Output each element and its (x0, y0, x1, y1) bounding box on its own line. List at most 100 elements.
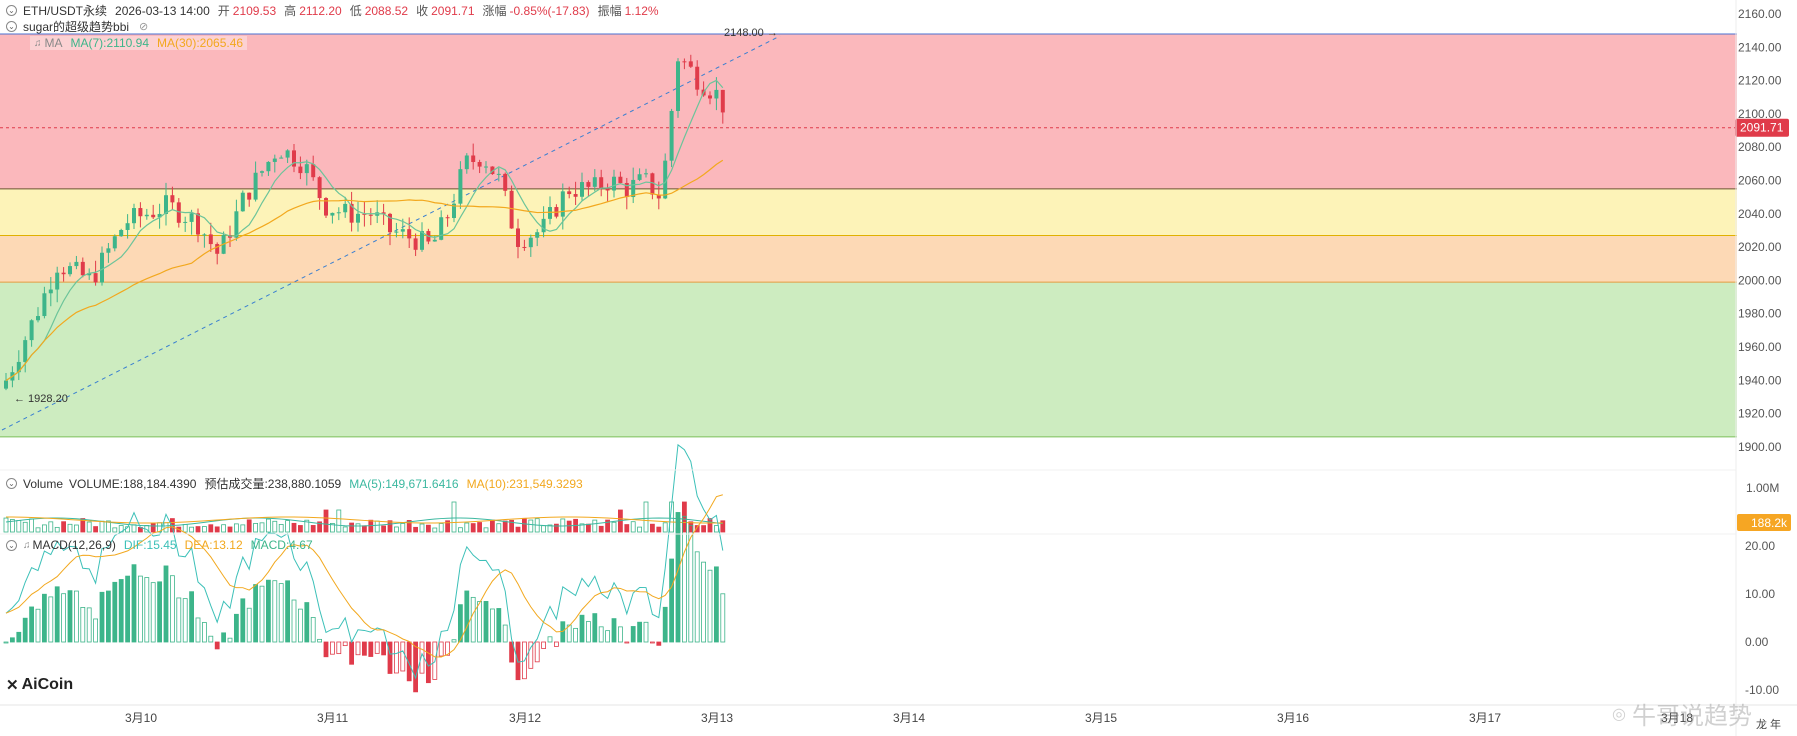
volume-bar (272, 520, 278, 533)
time-axis-tick: 3月17 (1469, 711, 1501, 725)
candle-body (42, 293, 47, 317)
ma30-value: MA(30):2065.46 (157, 36, 244, 50)
volume-forecast: 预估成交量:238,880.1059 (204, 477, 342, 491)
macd-bar (9, 637, 15, 643)
collapse-toggle-icon[interactable]: ⌄ (6, 539, 17, 551)
volume-bar (682, 501, 687, 533)
macd-bar (630, 626, 636, 643)
macd-bar (579, 614, 585, 643)
volume-bar (35, 527, 41, 533)
price-axis-tick: 2140.00 (1738, 40, 1782, 54)
candle-body (132, 208, 136, 224)
time-axis-tick: 3月18 (1661, 711, 1693, 725)
candle-body (196, 213, 200, 235)
bell-icon[interactable]: ♫ (23, 539, 31, 551)
candle-body (343, 203, 348, 213)
collapse-toggle-icon[interactable]: ⌄ (6, 21, 17, 32)
macd-bar (265, 579, 271, 643)
volume-bar (541, 525, 546, 533)
volume-bar (720, 520, 726, 533)
macd-bar (554, 641, 559, 647)
candle-body (119, 229, 124, 237)
price-zone-2 (0, 235, 1737, 283)
volume-bar (630, 521, 636, 533)
eye-hidden-icon[interactable]: ⊘ (139, 21, 149, 33)
volume-bar (9, 519, 15, 533)
macd-bar (329, 641, 335, 655)
macd-bar (278, 583, 284, 643)
volume-bar (522, 517, 527, 533)
volume-bar (189, 526, 195, 533)
macd-bar (413, 641, 419, 693)
volume-ma5-line (5, 517, 723, 527)
volume-label: Volume (23, 476, 64, 491)
volume-bar (355, 523, 361, 533)
macd-bar (227, 637, 233, 643)
candle-body (215, 244, 220, 254)
candle-body (157, 213, 162, 218)
time-axis-tick: 3月14 (893, 711, 925, 725)
volume-bar (361, 525, 367, 533)
candle-body (413, 238, 418, 250)
macd-bar (374, 641, 380, 654)
candle-body (624, 182, 629, 198)
macd-bar (662, 606, 668, 643)
macd-bar (566, 624, 572, 643)
volume-bar (688, 521, 694, 533)
macd-dif-line (5, 443, 724, 680)
open-value: 2109.53 (232, 3, 277, 18)
volume-bar (464, 522, 470, 533)
candle-body (304, 164, 309, 174)
volume-bars (3, 501, 726, 533)
macd-dea: DEA:13.12 (184, 538, 243, 552)
indicator-ma-row[interactable]: ♫ MA MA(7):2110.94 MA(30):2065.46 (30, 36, 248, 50)
candle-body (272, 158, 277, 162)
volume-bar (106, 520, 111, 533)
macd-dea-line (5, 494, 723, 658)
candle-body (330, 212, 335, 216)
volume-bar (470, 523, 476, 533)
volume-bar (208, 524, 214, 533)
candle-body (234, 211, 239, 238)
candle-body (420, 231, 424, 250)
volume-bar (637, 526, 642, 533)
macd-bar (451, 639, 457, 643)
macd-bar (393, 641, 399, 674)
volume-bar (16, 520, 22, 533)
macd-bar (93, 618, 98, 643)
macd-bar (445, 641, 451, 656)
macd-bar (208, 635, 214, 643)
candle-body (599, 177, 604, 189)
aicoin-logo: ✕ AiCoin (6, 676, 73, 694)
candle-body (253, 172, 258, 200)
watermark: ◎ 牛哥说趋势 (1612, 696, 1752, 731)
candle-body (477, 161, 482, 167)
volume-bar (67, 523, 73, 533)
volume-bar (310, 525, 316, 533)
annotated-low-label: ← 1928.20 (14, 393, 68, 405)
candle-body (682, 61, 687, 63)
volume-bar (304, 519, 310, 533)
macd-axis-tick: -10.00 (1745, 683, 1779, 697)
volume-bar (61, 521, 66, 533)
volume-bar (592, 519, 598, 533)
macd-bar (611, 618, 617, 643)
volume-bar (701, 525, 706, 533)
candle-body (688, 61, 693, 67)
macd-bar (42, 593, 47, 643)
candle-body (605, 188, 610, 191)
collapse-toggle-icon[interactable]: ⌄ (6, 5, 17, 16)
volume-ma10: MA(10):231,549.3293 (466, 476, 583, 491)
macd-bar (29, 606, 35, 643)
macd-bar (342, 641, 348, 647)
bell-icon[interactable]: ♫ (34, 37, 42, 49)
volume-bar (650, 523, 655, 533)
candle-body (144, 214, 149, 217)
candle-body (151, 214, 156, 218)
candle-body (87, 273, 92, 276)
indicator-sugar-row[interactable]: ⌄ sugar的超级趋势bbi ⊘ (6, 18, 148, 35)
macd-bar (573, 627, 578, 643)
volume-bar (694, 525, 700, 533)
collapse-toggle-icon[interactable]: ⌄ (6, 478, 17, 489)
